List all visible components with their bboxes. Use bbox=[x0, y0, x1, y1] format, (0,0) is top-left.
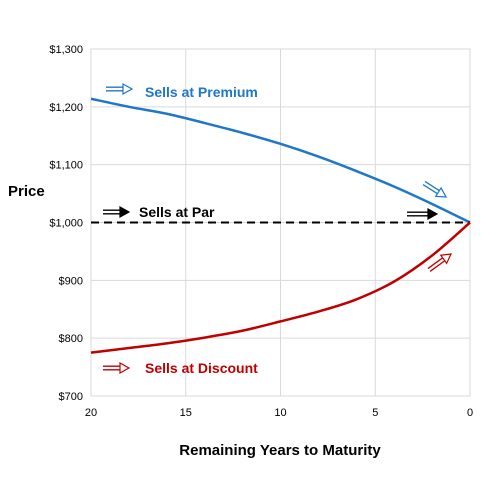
series-discount-line bbox=[90, 221, 471, 354]
annotation-par: Sells at Par bbox=[139, 204, 215, 220]
annotation-discount: Sells at Discount bbox=[145, 360, 258, 376]
arrow-head bbox=[434, 186, 448, 198]
arrow-icon bbox=[103, 205, 131, 219]
arrow-icon bbox=[106, 82, 134, 96]
arrow-head bbox=[427, 207, 439, 221]
x-tick-label: 20 bbox=[85, 407, 97, 419]
arrow-head bbox=[119, 361, 131, 375]
y-tick-label: $1,100 bbox=[49, 160, 83, 172]
y-tick-label: $1,200 bbox=[49, 102, 83, 114]
arrow-icon bbox=[427, 253, 452, 272]
y-tick-label: $900 bbox=[59, 275, 83, 287]
arrow-shaft bbox=[427, 257, 444, 270]
arrow-icon bbox=[103, 361, 131, 375]
arrow-icon bbox=[422, 180, 448, 198]
y-tick-label: $800 bbox=[59, 333, 83, 345]
arrow-shaft bbox=[424, 180, 440, 192]
arrow-icon bbox=[407, 207, 439, 221]
x-tick-label: 5 bbox=[372, 407, 378, 419]
x-tick-label: 15 bbox=[180, 407, 192, 419]
x-axis-title: Remaining Years to Maturity bbox=[179, 442, 381, 459]
arrows bbox=[103, 82, 452, 375]
y-tick-label: $1,000 bbox=[49, 218, 83, 230]
annotation-premium: Sells at Premium bbox=[145, 84, 258, 100]
tick-labels: $700 $800 $900 $1,000 $1,100 $1,200 $1,300 20 15… bbox=[49, 44, 473, 419]
y-tick-label: $700 bbox=[59, 391, 83, 403]
y-tick-label: $1,300 bbox=[49, 44, 83, 56]
series-premium-line bbox=[90, 97, 471, 224]
x-tick-label: 10 bbox=[274, 407, 286, 419]
arrow-shaft bbox=[429, 260, 446, 272]
arrow-head bbox=[119, 205, 131, 219]
x-tick-label: 0 bbox=[467, 407, 473, 419]
arrow-head bbox=[122, 82, 134, 96]
arrow-shaft bbox=[422, 183, 438, 195]
arrow-head bbox=[439, 253, 452, 265]
y-axis-title: Price bbox=[8, 183, 45, 200]
annotations: Sells at Premium Sells at Par Sells at D… bbox=[139, 84, 258, 376]
series-layer bbox=[90, 97, 471, 354]
